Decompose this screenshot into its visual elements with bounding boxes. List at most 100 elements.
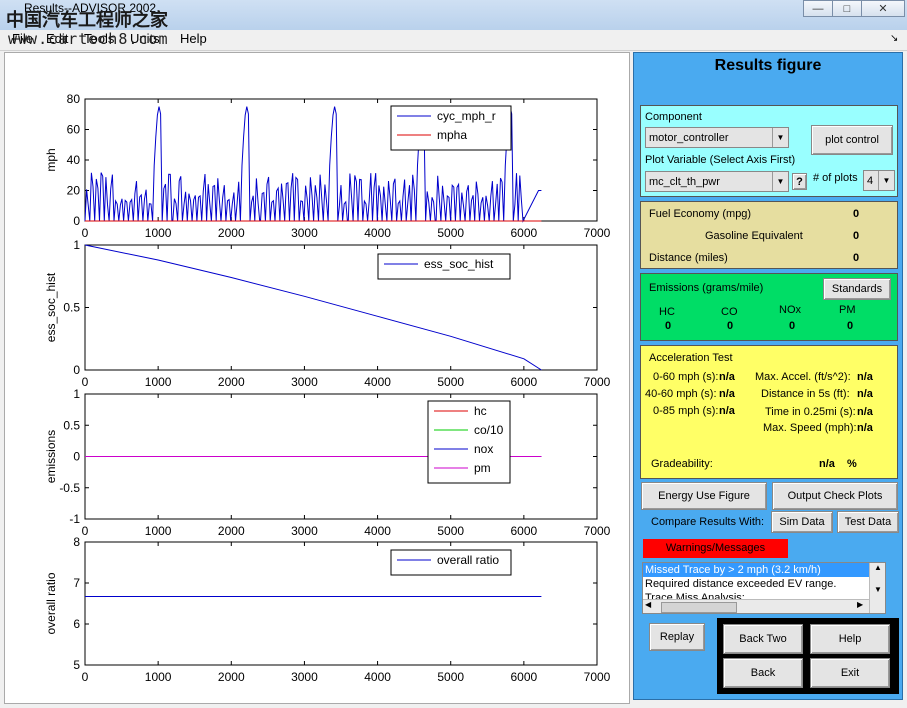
output-check-plots-button[interactable]: Output Check Plots xyxy=(772,482,898,510)
scroll-up-icon[interactable]: ▲ xyxy=(874,563,882,572)
y-tick-label: 1 xyxy=(73,238,80,252)
y-axis-label: overall ratio xyxy=(44,572,58,634)
time-025mi-value: n/a xyxy=(857,406,873,418)
menu-bar: File Edit Tools Units Help ↘ xyxy=(0,30,907,51)
title-bar: Results--ADVISOR 2002 中国汽车工程师之家 — □ ✕ xyxy=(0,0,907,31)
accel-40-60-label: 40-60 mph (s): xyxy=(645,388,717,400)
y-tick-label: 20 xyxy=(67,184,81,198)
scroll-down-icon[interactable]: ▼ xyxy=(874,585,882,594)
chevron-down-icon: ▼ xyxy=(878,171,894,190)
x-tick-label: 0 xyxy=(82,226,89,240)
x-tick-label: 6000 xyxy=(511,226,538,240)
x-tick-label: 5000 xyxy=(437,670,464,684)
legend-box xyxy=(390,105,512,151)
x-tick-label: 3000 xyxy=(291,524,318,538)
y-tick-label: -1 xyxy=(69,512,80,526)
num-plots-select[interactable]: 4 ▼ xyxy=(863,170,895,191)
plot-control-button[interactable]: plot control xyxy=(811,125,893,155)
y-axis-label: emissions xyxy=(44,430,58,483)
y-axis-label: ess_soc_hist xyxy=(44,272,58,342)
back-two-button[interactable]: Back Two xyxy=(723,624,803,654)
emission-pm-label: PM xyxy=(839,304,856,316)
legend-label: pm xyxy=(474,461,491,475)
x-tick-label: 0 xyxy=(82,375,89,389)
exit-button[interactable]: Exit xyxy=(810,658,890,688)
message-item[interactable]: Missed Trace by > 2 mph (3.2 km/h) xyxy=(643,563,885,577)
scroll-thumb[interactable] xyxy=(661,602,737,613)
replay-button[interactable]: Replay xyxy=(649,623,705,651)
horizontal-scrollbar[interactable]: ◀ ▶ xyxy=(643,599,869,613)
legend-label: nox xyxy=(474,442,493,456)
close-button[interactable]: ✕ xyxy=(861,0,905,17)
maximize-button[interactable]: □ xyxy=(832,0,862,17)
x-tick-label: 2000 xyxy=(218,670,245,684)
x-tick-label: 5000 xyxy=(437,375,464,389)
accel-0-60-value: n/a xyxy=(719,371,735,383)
y-tick-label: 8 xyxy=(73,535,80,549)
test-data-button[interactable]: Test Data xyxy=(837,511,899,533)
acceleration-box: Acceleration Test 0-60 mph (s): n/a 40-6… xyxy=(640,345,898,479)
compare-results-label: Compare Results With: xyxy=(651,516,765,528)
x-tick-label: 7000 xyxy=(584,670,611,684)
energy-use-figure-button[interactable]: Energy Use Figure xyxy=(641,482,767,510)
chevron-down-icon: ▼ xyxy=(772,172,788,191)
x-tick-label: 7000 xyxy=(584,524,611,538)
y-tick-label: 6 xyxy=(73,617,80,631)
legend-label: co/10 xyxy=(474,423,504,437)
plot-axes-box xyxy=(84,541,598,666)
scroll-right-icon[interactable]: ▶ xyxy=(857,600,864,609)
messages-list[interactable]: Missed Trace by > 2 mph (3.2 km/h) Requi… xyxy=(642,562,886,614)
component-select[interactable]: motor_controller ▼ xyxy=(645,127,789,148)
accel-40-60-value: n/a xyxy=(719,388,735,400)
vertical-scrollbar[interactable]: ▲ ▼ xyxy=(869,563,885,613)
x-tick-label: 1000 xyxy=(145,226,172,240)
x-tick-label: 7000 xyxy=(584,226,611,240)
help-question-button[interactable]: ? xyxy=(792,173,807,190)
minimize-button[interactable]: — xyxy=(803,0,833,17)
plot-variable-select[interactable]: mc_clt_th_pwr ▼ xyxy=(645,171,789,192)
accel-0-60-label: 0-60 mph (s): xyxy=(653,371,719,383)
y-tick-label: 80 xyxy=(67,92,81,106)
emission-co-label: CO xyxy=(721,306,738,318)
series-line-cyc-mph-r xyxy=(84,106,542,223)
emission-nox-value: 0 xyxy=(789,320,796,332)
sim-data-button[interactable]: Sim Data xyxy=(771,511,833,533)
message-item[interactable]: Required distance exceeded EV range. xyxy=(645,578,837,590)
menu-help[interactable]: Help xyxy=(180,31,207,46)
y-tick-label: 0 xyxy=(73,214,80,228)
x-tick-label: 1000 xyxy=(145,375,172,389)
back-button[interactable]: Back xyxy=(723,658,803,688)
message-item[interactable]: Trace Miss Analysis: xyxy=(645,592,745,601)
emission-hc-value: 0 xyxy=(665,320,672,332)
menu-file[interactable]: File xyxy=(12,31,33,46)
fuel-economy-label: Fuel Economy (mpg) xyxy=(649,208,752,220)
x-tick-label: 0 xyxy=(82,670,89,684)
plot-variable-label: Plot Variable (Select Axis First) xyxy=(645,154,796,166)
x-tick-label: 0 xyxy=(82,524,89,538)
distance-5s-value: n/a xyxy=(857,388,873,400)
menu-tools[interactable]: Tools xyxy=(84,31,115,46)
gradeability-label: Gradeability: xyxy=(651,458,713,470)
help-button[interactable]: Help xyxy=(810,624,890,654)
y-tick-label: 60 xyxy=(67,123,81,137)
x-tick-label: 2000 xyxy=(218,226,245,240)
legend-label: mpha xyxy=(437,128,467,142)
plot-variable-value: mc_clt_th_pwr xyxy=(649,176,720,188)
watermark-url: www.cartech8.com xyxy=(8,30,169,48)
y-tick-label: 5 xyxy=(73,658,80,672)
standards-button[interactable]: Standards xyxy=(823,278,891,300)
x-tick-label: 3000 xyxy=(291,226,318,240)
legend-box xyxy=(377,253,511,280)
dock-arrow-icon[interactable]: ↘ xyxy=(890,33,899,44)
x-tick-label: 5000 xyxy=(437,226,464,240)
menu-edit[interactable]: Edit xyxy=(46,31,69,46)
y-tick-label: -0.5 xyxy=(59,481,80,495)
component-box: Component motor_controller ▼ plot contro… xyxy=(640,105,898,197)
plots-canvas: 0 1000 2000 3000 4000 5000 6000 7000806040200mp… xyxy=(44,92,611,684)
x-tick-label: 4000 xyxy=(364,226,391,240)
scroll-left-icon[interactable]: ◀ xyxy=(645,600,652,609)
x-tick-label: 4000 xyxy=(364,524,391,538)
y-tick-label: 1 xyxy=(73,387,80,401)
menu-units[interactable]: Units xyxy=(130,31,160,46)
x-tick-label: 3000 xyxy=(291,670,318,684)
